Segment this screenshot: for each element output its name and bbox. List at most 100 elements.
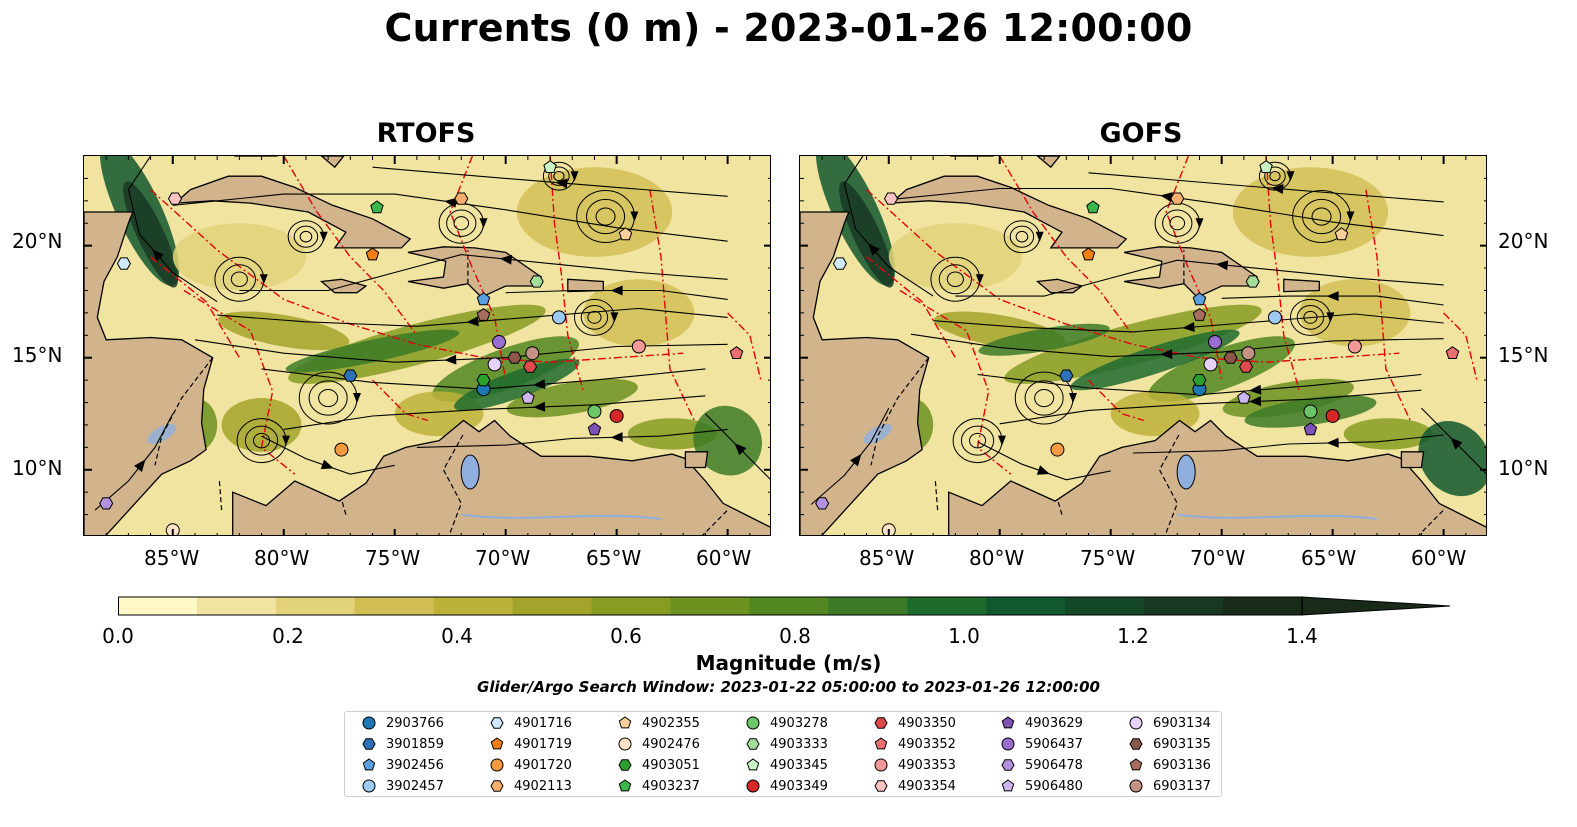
legend-marker-circle (874, 758, 888, 772)
float-marker-6903136 (476, 307, 491, 321)
legend-label: 6903136 (1153, 757, 1211, 773)
legend-marker-pentagon (1001, 716, 1015, 729)
streamline-arrow (1326, 437, 1339, 448)
legend-marker-pentagon (362, 758, 376, 771)
legend-entry-3902456: 3902456 (361, 757, 444, 773)
legend-marker-shape (1001, 716, 1015, 729)
lat-tick-label: 20°N (12, 229, 63, 253)
colorbar-segment (196, 597, 277, 615)
float-marker-4901719 (365, 247, 380, 261)
legend-label: 4901716 (514, 715, 572, 731)
eddy-streamline (1311, 207, 1332, 226)
legend-marker-pentagon (746, 758, 760, 771)
current-magnitude-patch (839, 181, 895, 288)
streamline (999, 389, 1422, 425)
streamline-arrow (533, 401, 546, 412)
eddy-streamline (1169, 216, 1186, 231)
eez-boundary (649, 189, 695, 421)
eddy-streamline (553, 171, 565, 182)
legend-marker-shape (618, 759, 632, 771)
streamline-arrow (152, 248, 164, 262)
legend-marker-hexagon (874, 717, 888, 729)
legend-marker-circle (490, 758, 504, 772)
gofs-svg (800, 156, 1486, 535)
legend-entry-2903766: 2903766 (361, 715, 444, 731)
streamline (1132, 434, 1444, 454)
map-gofs (799, 155, 1487, 536)
panel-title-rtofs: RTOFS (376, 118, 476, 149)
legend-entry-4903354: 4903354 (873, 778, 956, 794)
legend-label: 3901859 (386, 736, 444, 752)
float-legend: 2903766 3901859 3902456 3902457 4901716 49017… (344, 711, 1222, 797)
eddy-streamline (222, 264, 256, 295)
streamline-arrow (868, 243, 880, 256)
legend-marker-pentagon (618, 716, 632, 729)
land-bahamas (320, 156, 345, 169)
streamline-arrow (975, 274, 984, 285)
eddy-streamline (1162, 209, 1193, 237)
eddy-streamline (1269, 171, 1281, 182)
legend-marker-pentagon (1001, 779, 1015, 792)
streamline-arrow (1215, 260, 1229, 271)
colorbar-tick-label: 0.8 (779, 624, 811, 648)
lon-tick-label: 85°W (859, 546, 915, 570)
lon-tick-label: 85°W (144, 546, 200, 570)
float-marker-4903354 (883, 192, 899, 205)
float-marker-4903349 (1325, 408, 1340, 423)
float-marker-3902456 (476, 292, 491, 306)
lon-tick-label: 70°W (1190, 546, 1246, 570)
eddy-streamline (1009, 225, 1035, 248)
current-magnitude-patch (1004, 304, 1262, 384)
land-puertoRico (567, 278, 604, 293)
streamline-arrow (998, 435, 1006, 446)
legend-label: 5906478 (1025, 757, 1083, 773)
colorbar-tick-label: 1.2 (1117, 624, 1149, 648)
eddy-streamline (938, 264, 972, 295)
legend-marker-shape (490, 780, 504, 792)
legend-label: 2903766 (386, 715, 444, 731)
float-marker-4902113 (1170, 192, 1185, 205)
search-window-text: Glider/Argo Search Window: 2023-01-22 05… (477, 678, 1100, 696)
legend-entry-4903350: 4903350 (873, 715, 956, 731)
float-marker-3902456 (1192, 292, 1207, 306)
eez-boundary (183, 289, 296, 475)
lon-tick-label: 75°W (1080, 546, 1136, 570)
eddy-streamline (446, 209, 477, 237)
eddy-streamline (1015, 230, 1029, 243)
legend-marker-circle (1001, 737, 1015, 751)
streamline-arrow (1160, 192, 1173, 203)
lake-maracaibo (1176, 454, 1196, 490)
float-marker-4901720 (1050, 442, 1065, 457)
eddy-streamline (252, 432, 271, 449)
streamline-arrow (259, 274, 268, 285)
eez-boundary (1365, 189, 1411, 421)
legend-label: 4903629 (1025, 715, 1083, 731)
legend-marker-pentagon (618, 779, 632, 792)
streamline-arrow (1035, 231, 1044, 242)
float-marker-5906480 (521, 390, 535, 404)
colorbar-tick-label: 1.4 (1286, 624, 1318, 648)
eddy-streamline (587, 310, 602, 324)
legend-marker-hexagon (746, 738, 760, 750)
current-magnitude-patch (1148, 336, 1295, 402)
current-magnitude-patch (285, 329, 460, 373)
legend-marker-shape (362, 779, 376, 793)
legend-label: 4902113 (514, 778, 572, 794)
legend-marker-hexagon (874, 780, 888, 792)
legend-marker-shape (874, 780, 888, 792)
legend-entry-4903349: 4903349 (745, 778, 828, 794)
lat-tick-label: 10°N (12, 456, 63, 480)
eez-boundary (283, 156, 418, 336)
current-magnitude-patch (432, 336, 579, 402)
legend-marker-shape (618, 737, 632, 751)
legend-marker-shape (746, 779, 760, 793)
lat-tick-label: 15°N (12, 343, 63, 367)
streamline-arrow (850, 453, 862, 467)
legend-entry-4901716: 4901716 (489, 715, 572, 731)
legend-marker-shape (1129, 716, 1143, 730)
legend-label: 4903345 (770, 757, 828, 773)
legend-label: 4903278 (770, 715, 828, 731)
float-marker-4901716 (116, 257, 131, 270)
legend-marker-shape (490, 737, 504, 750)
legend-marker-circle (746, 779, 760, 793)
